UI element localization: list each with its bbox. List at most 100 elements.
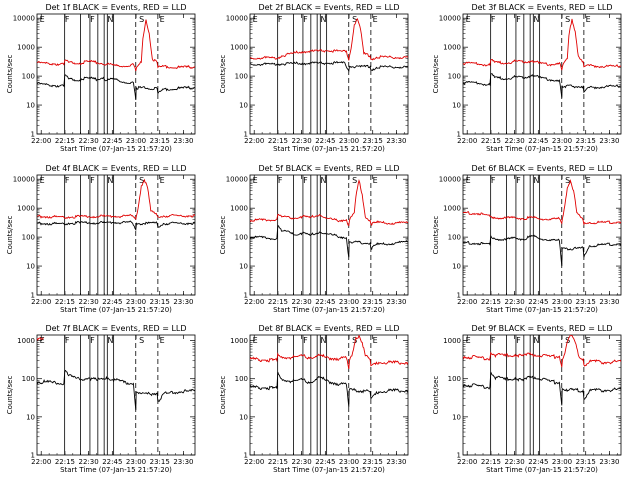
y-tick-label: 100 — [235, 234, 248, 242]
lld-series-line — [37, 336, 44, 341]
y-axis-label: Counts/sec — [6, 376, 14, 415]
marker-letter: F — [516, 15, 521, 24]
marker-letter: N — [321, 336, 327, 345]
lld-series-line — [250, 179, 408, 227]
panel-title: Det 4f BLACK = Events, RED = LLD — [45, 164, 186, 173]
marker-letter: S — [565, 15, 570, 24]
marker-letter: N — [321, 176, 327, 185]
x-tick-label: 22:45 — [102, 137, 122, 145]
lld-series-line — [250, 18, 408, 61]
x-tick-label: 23:30 — [386, 137, 406, 145]
marker-letter: F — [516, 336, 521, 345]
y-tick-label: 1000 — [443, 337, 461, 345]
y-tick-label: 10000 — [13, 15, 35, 23]
marker-letter: F — [65, 176, 70, 185]
x-tick-label: 23:00 — [339, 137, 359, 145]
panel-7: Det 7f BLACK = Events, RED = LLD 1 10 100 10… — [6, 324, 196, 474]
marker-letter: E — [160, 15, 165, 24]
y-tick-label: 1000 — [230, 205, 248, 213]
panel-2: Det 2f BLACK = Events, RED = LLD 1 10 100 10… — [219, 3, 409, 153]
panel-3: Det 3f BLACK = Events, RED = LLD 1 10 100 10… — [432, 3, 622, 153]
x-tick-label: 22:30 — [292, 298, 312, 306]
marker-letter: N — [108, 336, 114, 345]
plot-frame — [36, 174, 196, 296]
marker-letter: E — [40, 336, 45, 345]
panel-title: Det 9f BLACK = Events, RED = LLD — [471, 324, 612, 333]
y-axis-label: Counts/sec — [432, 55, 440, 94]
y-axis-label: Counts/sec — [219, 376, 227, 415]
marker-letter: F — [303, 336, 308, 345]
plot-frame — [249, 174, 409, 296]
marker-letter: E — [373, 336, 378, 345]
x-tick-label: 22:30 — [79, 458, 99, 466]
x-tick-label: 22:45 — [102, 298, 122, 306]
y-tick-label: 10 — [452, 263, 461, 271]
panel-6: Det 6f BLACK = Events, RED = LLD 1 10 100 10… — [432, 164, 622, 314]
x-tick-label: 23:30 — [386, 298, 406, 306]
plot-frame — [36, 334, 196, 456]
marker-letter: S — [352, 176, 357, 185]
panel-5: Det 5f BLACK = Events, RED = LLD 1 10 100 10… — [219, 164, 409, 314]
x-tick-label: 23:30 — [173, 458, 193, 466]
x-tick-label: 22:15 — [481, 298, 501, 306]
x-tick-label: 22:15 — [268, 137, 288, 145]
y-tick-label: 1 — [457, 131, 461, 139]
x-tick-label: 23:30 — [386, 458, 406, 466]
marker-letter: F — [278, 336, 283, 345]
y-tick-label: 1 — [244, 131, 248, 139]
x-axis-label: Start Time (07-Jan-15 21:57:20) — [486, 306, 598, 314]
y-tick-label: 1000 — [230, 44, 248, 52]
panel-9: Det 9f BLACK = Events, RED = LLD 1 10 100 10… — [432, 324, 622, 474]
x-axis-label: Start Time (07-Jan-15 21:57:20) — [486, 145, 598, 153]
panel-title: Det 8f BLACK = Events, RED = LLD — [258, 324, 399, 333]
marker-letter: F — [491, 176, 496, 185]
y-tick-label: 10 — [239, 263, 248, 271]
y-axis-label: Counts/sec — [219, 216, 227, 255]
marker-letter: E — [253, 176, 258, 185]
y-tick-label: 10000 — [439, 176, 461, 184]
x-tick-label: 22:00 — [457, 137, 477, 145]
x-tick-label: 23:15 — [363, 458, 383, 466]
marker-letter: S — [139, 336, 144, 345]
x-tick-label: 22:45 — [315, 298, 335, 306]
x-tick-label: 22:00 — [244, 298, 264, 306]
lld-series-line — [37, 178, 195, 220]
y-tick-label: 10 — [26, 102, 35, 110]
marker-letter: S — [352, 336, 357, 345]
marker-letter: E — [40, 15, 45, 24]
x-tick-label: 23:15 — [576, 298, 596, 306]
x-tick-label: 22:45 — [102, 458, 122, 466]
y-tick-label: 10 — [452, 413, 461, 421]
lld-series-line — [463, 335, 621, 368]
marker-letter: E — [160, 176, 165, 185]
panel-title: Det 1f BLACK = Events, RED = LLD — [45, 3, 186, 12]
lld-series-line — [463, 178, 621, 226]
events-series-line — [250, 371, 408, 408]
plot-frame — [462, 174, 622, 296]
x-tick-label: 22:15 — [268, 298, 288, 306]
marker-letter: E — [253, 15, 258, 24]
x-tick-label: 23:15 — [363, 137, 383, 145]
y-tick-label: 1000 — [443, 205, 461, 213]
y-tick-label: 1 — [457, 452, 461, 460]
events-series-line — [463, 73, 621, 98]
lld-series-line — [463, 18, 621, 71]
panel-title: Det 5f BLACK = Events, RED = LLD — [258, 164, 399, 173]
y-tick-label: 100 — [448, 73, 461, 81]
marker-letter: E — [253, 336, 258, 345]
x-tick-label: 23:00 — [339, 298, 359, 306]
x-tick-label: 23:15 — [150, 298, 170, 306]
events-series-line — [463, 234, 621, 267]
marker-letter: E — [373, 176, 378, 185]
x-tick-label: 23:15 — [150, 137, 170, 145]
x-tick-label: 22:45 — [528, 298, 548, 306]
marker-letter: N — [534, 176, 540, 185]
marker-letter: E — [466, 336, 471, 345]
x-tick-label: 23:30 — [599, 458, 619, 466]
x-tick-label: 22:00 — [31, 137, 51, 145]
x-axis-label: Start Time (07-Jan-15 21:57:20) — [60, 466, 172, 474]
panel-8: Det 8f BLACK = Events, RED = LLD 1 10 100 10… — [219, 324, 409, 474]
y-tick-label: 100 — [22, 73, 35, 81]
y-tick-label: 10 — [26, 263, 35, 271]
